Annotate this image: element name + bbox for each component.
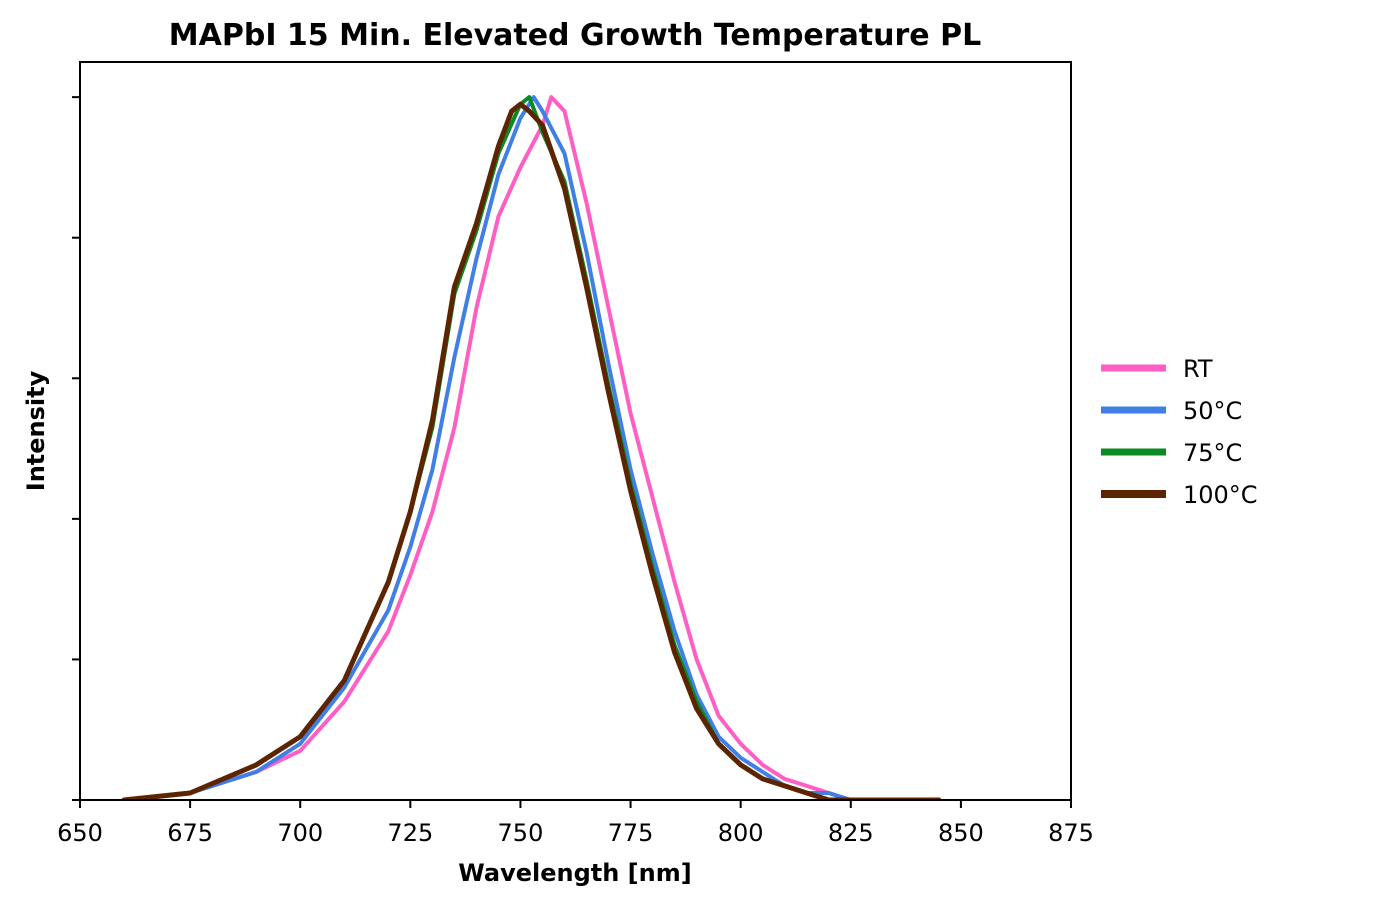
legend-label: 75°C: [1183, 439, 1242, 467]
plot-frame: [79, 61, 1072, 801]
series-line-1: [122, 95, 941, 800]
x-tick-label: 700: [277, 819, 323, 847]
legend-label: 100°C: [1183, 481, 1258, 509]
series-layer: [121, 95, 942, 800]
legend-label: RT: [1183, 355, 1213, 383]
chart-title: MAPbI 15 Min. Elevated Growth Temperatur…: [169, 18, 981, 53]
y-axis-label: Intensity: [22, 370, 50, 491]
y-axis-ticks: [72, 96, 80, 801]
x-tick-label: 850: [938, 819, 984, 847]
x-tick-label: 800: [718, 819, 764, 847]
x-tick-label: 775: [608, 819, 654, 847]
plot-area: 650 675 700 725 750 775 800 825 850 875: [57, 61, 1094, 847]
x-tick-label: 675: [167, 819, 213, 847]
legend-label: 50°C: [1183, 397, 1242, 425]
x-tick-label: 750: [498, 819, 544, 847]
x-tick-label: 725: [387, 819, 433, 847]
x-axis-label: Wavelength [nm]: [458, 859, 691, 887]
x-tick-label: 650: [57, 819, 103, 847]
x-tick-label: 825: [828, 819, 874, 847]
legend: RT 50°C 75°C 100°C: [1101, 355, 1258, 509]
x-tick-label: 875: [1048, 819, 1094, 847]
series-line-4: [121, 101, 942, 800]
x-axis-ticks: 650 675 700 725 750 775 800 825 850 875: [57, 800, 1094, 847]
